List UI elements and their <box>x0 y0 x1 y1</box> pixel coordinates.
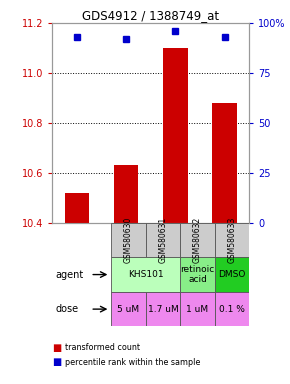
Bar <box>215 257 249 292</box>
Bar <box>180 223 215 257</box>
Bar <box>146 223 180 257</box>
Text: GSM580630: GSM580630 <box>124 217 133 263</box>
Bar <box>111 257 180 292</box>
Text: GSM580632: GSM580632 <box>193 217 202 263</box>
Text: agent: agent <box>56 270 84 280</box>
Text: 5 uM: 5 uM <box>117 305 139 314</box>
Text: 0.1 %: 0.1 % <box>219 305 245 314</box>
Bar <box>114 165 139 223</box>
Bar <box>215 223 249 257</box>
Text: transformed count: transformed count <box>65 343 140 352</box>
Text: dose: dose <box>56 304 79 314</box>
Text: DMSO: DMSO <box>218 270 246 279</box>
Bar <box>163 48 188 223</box>
Text: 1.7 uM: 1.7 uM <box>148 305 178 314</box>
Bar <box>111 223 146 257</box>
Bar <box>180 292 215 326</box>
Text: percentile rank within the sample: percentile rank within the sample <box>65 358 201 367</box>
Text: KHS101: KHS101 <box>128 270 164 279</box>
Bar <box>215 292 249 326</box>
Text: retinoic
acid: retinoic acid <box>180 265 215 284</box>
Text: ■: ■ <box>52 357 61 367</box>
Bar <box>180 257 215 292</box>
Text: ■: ■ <box>52 343 61 353</box>
Bar <box>111 292 146 326</box>
Bar <box>146 292 180 326</box>
Title: GDS4912 / 1388749_at: GDS4912 / 1388749_at <box>82 9 219 22</box>
Text: 1 uM: 1 uM <box>186 305 209 314</box>
Text: GSM580633: GSM580633 <box>228 217 237 263</box>
Text: GSM580631: GSM580631 <box>158 217 167 263</box>
Bar <box>64 193 89 223</box>
Bar <box>213 103 237 223</box>
